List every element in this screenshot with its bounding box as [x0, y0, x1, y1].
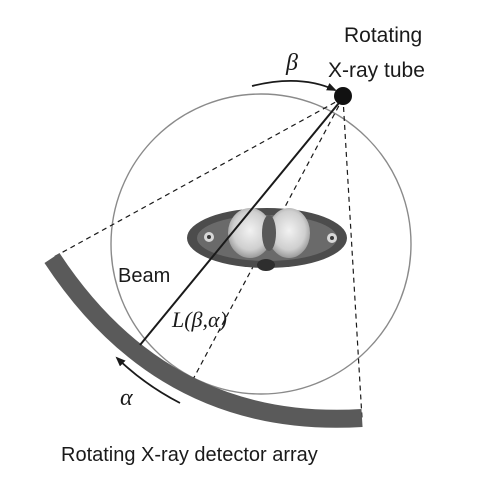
- chest-ct-slice-icon: [187, 208, 347, 271]
- beta-label: β: [285, 50, 298, 76]
- detector-array: [44, 253, 363, 428]
- tube-label-line2: X-ray tube: [328, 59, 425, 82]
- beam-label: Beam: [118, 265, 170, 287]
- beta-arrow: [251, 79, 337, 91]
- gantry-circle: [110, 93, 412, 395]
- beam-ray: [139, 97, 344, 346]
- fan-edge-right: [342, 97, 363, 419]
- fan-edge-left: [51, 97, 344, 259]
- detector-label: Rotating X-ray detector array: [61, 444, 318, 466]
- tube-label-line1: Rotating: [344, 24, 422, 47]
- ray-label: L(β,α): [171, 307, 227, 332]
- alpha-label: α: [120, 385, 133, 411]
- alpha-arrow: [115, 356, 181, 404]
- x-ray-source-dot-icon: [334, 87, 352, 105]
